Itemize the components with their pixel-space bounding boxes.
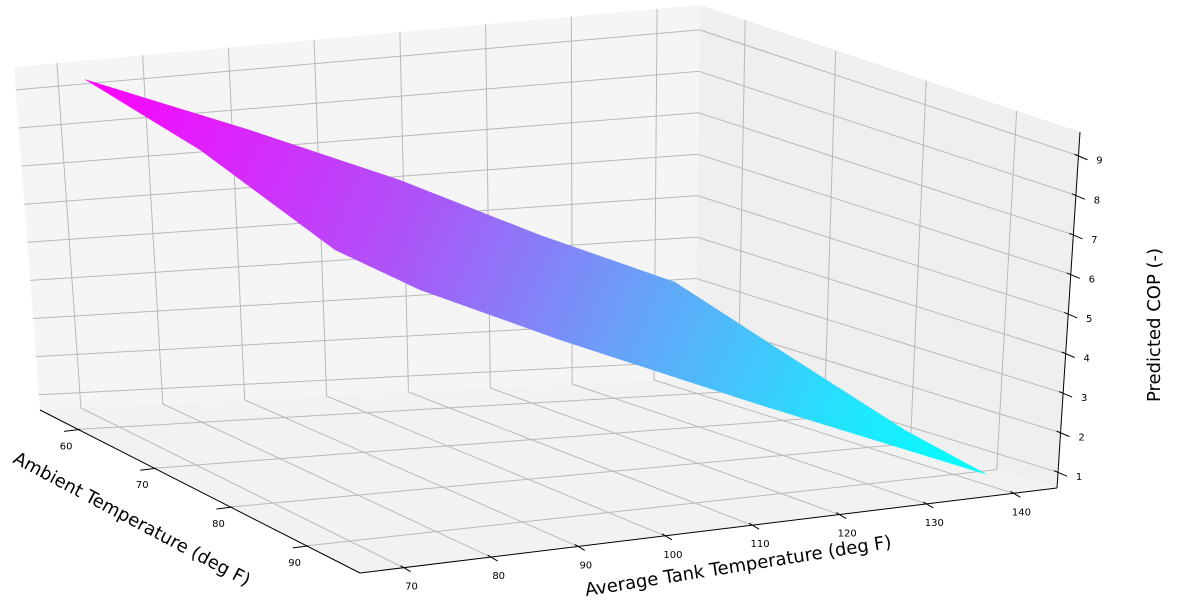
z-tick-label: 3	[1081, 393, 1087, 404]
axis-lines	[39, 131, 1088, 574]
x-axis-label: Average Tank Temperature (deg F)	[583, 532, 892, 601]
x-tick-label: 110	[751, 539, 770, 550]
y-tick-label: 90	[288, 558, 301, 569]
z-tick-label: 9	[1096, 156, 1102, 167]
x-tick-label: 130	[925, 518, 944, 529]
z-tick-label: 7	[1091, 235, 1097, 246]
z-axis-label: Predicted COP (-)	[1144, 248, 1165, 402]
x-tick-label: 80	[492, 571, 505, 582]
tick-labels: 1 2 3 4 5 6 7 8 9 70 80 90 100 110 120 130 140 60 70 80 90	[60, 156, 1103, 593]
z-tick-label: 1	[1076, 472, 1082, 483]
y-tick-label: 80	[212, 519, 225, 530]
z-tick-label: 4	[1084, 354, 1090, 365]
z-tick-label: 6	[1089, 274, 1095, 285]
x-tick-label: 100	[663, 550, 682, 561]
x-tick-label: 140	[1012, 507, 1031, 518]
x-tick-label: 70	[405, 582, 418, 593]
z-tick-label: 2	[1078, 433, 1084, 444]
z-tick-label: 8	[1094, 195, 1100, 206]
cop-surface	[84, 79, 988, 475]
y-tick-label: 60	[60, 441, 73, 452]
x-tick-label: 120	[838, 529, 857, 540]
x-tick-label: 90	[579, 560, 592, 571]
y-tick-label: 70	[136, 480, 149, 491]
z-tick-label: 5	[1086, 314, 1092, 325]
